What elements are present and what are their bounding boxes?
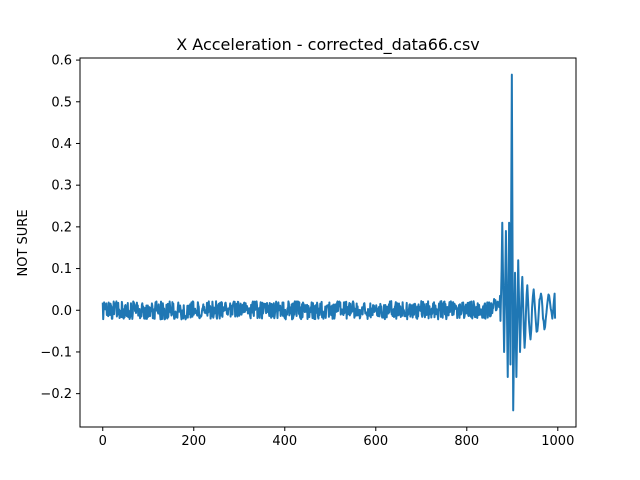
x-tick-label: 600 <box>363 434 388 449</box>
y-tick-label: 0.6 <box>51 54 72 69</box>
y-tick-label: 0.5 <box>51 95 72 110</box>
plot-area <box>101 73 557 412</box>
y-tick-label: 0.2 <box>51 220 72 235</box>
y-tick-label: 0.1 <box>51 262 72 277</box>
y-axis-label: NOT SURE <box>16 209 31 276</box>
chart-title: X Acceleration - corrected_data66.csv <box>176 35 480 55</box>
x-tick-label: 800 <box>454 434 479 449</box>
x-tick-label: 200 <box>181 434 206 449</box>
y-tick-label: −0.1 <box>40 345 72 360</box>
series-line <box>101 73 557 412</box>
y-tick-label: 0.4 <box>51 137 72 152</box>
x-tick-label: 400 <box>272 434 297 449</box>
y-tick-label: 0.0 <box>51 304 72 319</box>
x-tick-label: 0 <box>99 434 107 449</box>
x-tick-label: 1000 <box>541 434 574 449</box>
axes-frame <box>79 57 577 428</box>
y-tick-label: −0.2 <box>40 387 72 402</box>
axes: 0 200 400 600 800 1000 −0.2 −0.1 0.0 0.1 0.2 0.3 0.4… <box>40 54 577 449</box>
y-tick-label: 0.3 <box>51 179 72 194</box>
